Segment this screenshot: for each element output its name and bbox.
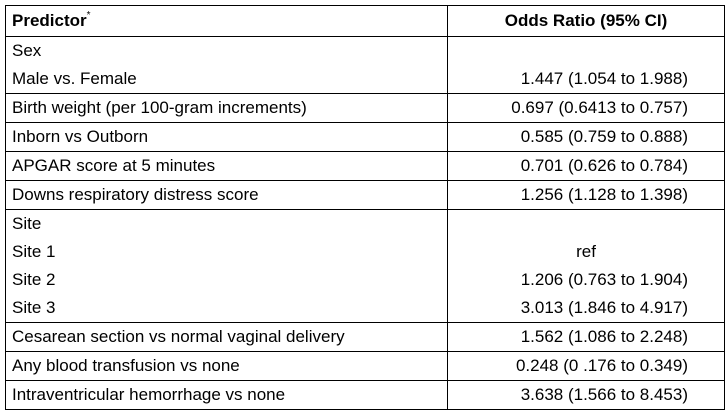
table-row-sex: Sex Male vs. Female 1.447 (1.054 to 1.98… (5, 36, 725, 94)
group-label-sex: Sex (12, 41, 42, 60)
predictor-label: Cesarean section vs normal vaginal deliv… (5, 322, 448, 352)
predictor-cell: Site Site 1 Site 2 Site 3 (5, 209, 448, 323)
predictor-label: Male vs. Female (12, 69, 137, 88)
odds-ratio-cell: 1.447 (1.054 to 1.988) (447, 36, 725, 94)
header-row: Predictor* Odds Ratio (95% CI) (5, 5, 725, 37)
predictor-label: Downs respiratory distress score (5, 180, 448, 210)
odds-ratio-value: 1.206 (0.763 to 1.904) (520, 270, 688, 289)
odds-ratio-reference: ref (576, 242, 596, 261)
predictor-label: Site 1 (12, 242, 56, 261)
odds-ratio-header: Odds Ratio (95% CI) (447, 5, 725, 37)
table-row: Intraventricular hemorrhage vs none 3.63… (5, 380, 725, 410)
odds-ratio-table: Predictor* Odds Ratio (95% CI) Sex Male … (5, 5, 725, 410)
table-row: Any blood transfusion vs none 0.248 (0 .… (5, 351, 725, 381)
predictor-cell: Sex Male vs. Female (5, 36, 448, 94)
table-row: Downs respiratory distress score 1.256 (… (5, 180, 725, 210)
predictor-label: APGAR score at 5 minutes (5, 151, 448, 181)
predictor-label: Site 3 (12, 298, 56, 317)
odds-ratio-value: 3.013 (1.846 to 4.917) (520, 298, 688, 317)
odds-ratio-value: 1.562 (1.086 to 2.248) (447, 322, 725, 352)
table-row: Birth weight (per 100-gram increments) 0… (5, 93, 725, 123)
odds-ratio-value: 0.697 (0.6413 to 0.757) (447, 93, 725, 123)
odds-ratio-cell: ref 1.206 (0.763 to 1.904) 3.013 (1.846 … (447, 209, 725, 323)
table-row: Inborn vs Outborn 0.585 (0.759 to 0.888) (5, 122, 725, 152)
odds-ratio-value: 0.248 (0 .176 to 0.349) (447, 351, 725, 381)
odds-ratio-value: 0.701 (0.626 to 0.784) (447, 151, 725, 181)
odds-ratio-value: 3.638 (1.566 to 8.453) (447, 380, 725, 410)
group-label-site: Site (12, 214, 42, 233)
predictor-label: Any blood transfusion vs none (5, 351, 448, 381)
predictor-header-label: Predictor (12, 11, 87, 30)
table-row: Cesarean section vs normal vaginal deliv… (5, 322, 725, 352)
footnote-mark: * (86, 10, 91, 21)
odds-ratio-value: 1.256 (1.128 to 1.398) (447, 180, 725, 210)
table-row: APGAR score at 5 minutes 0.701 (0.626 to… (5, 151, 725, 181)
predictor-label: Birth weight (per 100-gram increments) (5, 93, 448, 123)
predictor-label: Inborn vs Outborn (5, 122, 448, 152)
predictor-label: Intraventricular hemorrhage vs none (5, 380, 448, 410)
odds-ratio-value: 1.447 (1.054 to 1.988) (520, 69, 688, 88)
odds-ratio-value: 0.585 (0.759 to 0.888) (447, 122, 725, 152)
table-row-site: Site Site 1 Site 2 Site 3 ref 1.206 (0.7… (5, 209, 725, 323)
predictor-header: Predictor* (5, 5, 448, 37)
predictor-label: Site 2 (12, 270, 56, 289)
